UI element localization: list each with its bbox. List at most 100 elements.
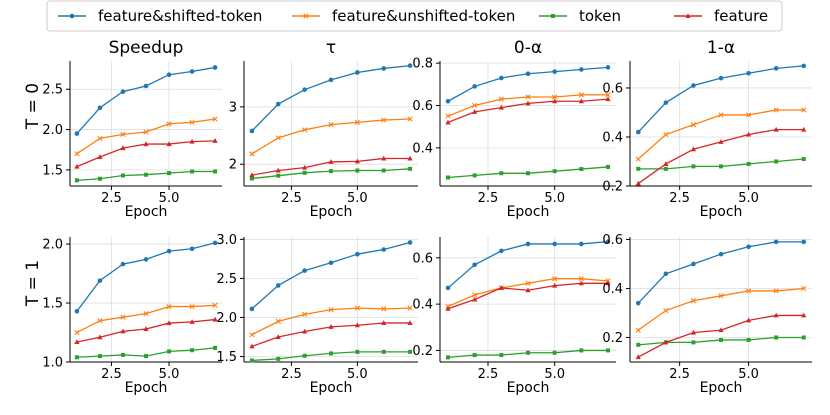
panel-title: 1-α	[707, 38, 735, 58]
data-point-feature-3	[143, 141, 149, 147]
data-point-token-1	[97, 176, 102, 181]
legend-item-token: token	[539, 7, 621, 25]
data-point-feature-5	[578, 98, 584, 104]
data-point-feature-unshifted-token-0	[635, 327, 641, 333]
data-point-feature-unshifted-token-3	[328, 122, 334, 128]
series-feature	[249, 320, 413, 349]
data-point-token-4	[355, 349, 360, 354]
x-tick-label-1: 5.0	[347, 367, 368, 382]
data-point-feature-shifted-token-0	[249, 306, 255, 312]
data-point-token-5	[774, 159, 779, 164]
data-point-feature-unshifted-token-1	[275, 318, 281, 324]
data-point-feature-shifted-token-2	[499, 248, 504, 254]
data-point-feature-4	[166, 320, 172, 326]
data-point-feature-shifted-token-5	[579, 241, 584, 247]
data-point-token-4	[552, 350, 557, 355]
series-feature-shifted-token	[445, 239, 611, 291]
x-tick-label-1: 5.0	[159, 191, 180, 206]
data-point-feature-unshifted-token-2	[690, 298, 697, 304]
data-point-feature-unshifted-token-3	[525, 280, 531, 286]
data-point-token-5	[774, 335, 779, 340]
data-point-token-3	[329, 169, 333, 174]
data-point-feature-unshifted-token-2	[120, 131, 126, 137]
data-point-feature-1	[275, 334, 281, 339]
data-point-feature-2	[690, 146, 697, 152]
y-tick-label-0: 2	[229, 158, 237, 173]
data-point-feature-unshifted-token-2	[690, 122, 697, 128]
data-point-feature-unshifted-token-6	[407, 305, 413, 311]
data-point-feature-unshifted-token-5	[189, 119, 195, 125]
series-feature-unshifted-token	[74, 302, 218, 336]
data-point-feature-unshifted-token-2	[302, 311, 308, 317]
data-point-feature-3	[328, 324, 334, 329]
data-point-feature-unshifted-token-3	[143, 311, 149, 317]
data-point-feature-5	[189, 319, 195, 324]
data-point-token-1	[276, 356, 281, 361]
data-point-feature-6	[407, 320, 413, 325]
data-point-token-0	[249, 358, 254, 363]
data-point-feature-unshifted-token-4	[166, 121, 172, 127]
legend-frame	[46, 0, 783, 32]
legend-marker-feature-shifted-token	[69, 13, 75, 19]
data-point-feature-unshifted-token-4	[354, 119, 360, 125]
data-point-token-1	[663, 166, 668, 171]
legend-item-feature-shifted-token: feature&shifted-token	[58, 7, 262, 25]
x-axis-label: Epoch	[310, 380, 353, 396]
series-feature	[445, 96, 611, 125]
series-feature-shifted-token	[635, 239, 807, 306]
x-tick-label-0: 2.5	[281, 367, 302, 382]
data-point-token-6	[408, 166, 413, 171]
data-point-feature-shifted-token-4	[746, 70, 751, 76]
data-point-feature-shifted-token-6	[605, 65, 611, 70]
data-point-token-3	[144, 354, 148, 359]
data-point-feature-shifted-token-0	[445, 98, 451, 104]
y-tick-label-3: 3.0	[216, 233, 237, 248]
data-point-feature-unshifted-token-4	[745, 112, 752, 118]
data-point-feature-unshifted-token-1	[472, 292, 478, 298]
legend-label-token: token	[579, 7, 621, 25]
data-point-feature-6	[605, 96, 611, 102]
data-point-feature-unshifted-token-4	[552, 276, 558, 282]
data-point-feature-shifted-token-3	[143, 257, 149, 262]
y-tick-label-0: 0.2	[602, 180, 623, 195]
data-point-feature-2	[690, 329, 697, 335]
data-point-feature-shifted-token-0	[445, 285, 451, 291]
x-axis-label: Epoch	[125, 380, 168, 396]
data-point-token-2	[499, 171, 504, 176]
data-point-feature-shifted-token-1	[663, 271, 669, 277]
series-feature-unshifted-token	[445, 92, 611, 119]
data-point-token-0	[636, 166, 641, 171]
data-point-feature-unshifted-token-1	[275, 135, 281, 141]
data-point-feature-shifted-token-4	[355, 251, 360, 257]
data-point-feature-1	[663, 161, 669, 166]
y-tick-label-2: 2.5	[216, 272, 237, 287]
data-point-feature-unshifted-token-5	[189, 303, 195, 310]
series-line-feature-shifted-token	[76, 242, 216, 312]
series-token	[446, 164, 610, 180]
series-feature-shifted-token	[74, 65, 218, 136]
data-point-token-3	[144, 172, 148, 177]
data-point-token-4	[167, 171, 172, 176]
legend: feature&shifted-token feature&unshifted-t…	[46, 0, 783, 32]
data-point-token-2	[302, 170, 307, 175]
x-tick-label-1: 5.0	[544, 367, 565, 382]
data-point-feature-1	[275, 167, 281, 173]
y-tick-label-1: 0.4	[602, 130, 623, 145]
data-point-token-3	[329, 351, 333, 356]
data-point-token-5	[579, 348, 584, 353]
data-point-feature-shifted-token-5	[189, 246, 195, 252]
data-point-token-6	[213, 169, 218, 174]
data-point-feature-4	[166, 141, 172, 147]
data-point-feature-shifted-token-4	[166, 72, 172, 78]
series-feature	[445, 280, 611, 311]
series-line-feature-shifted-token	[447, 240, 609, 289]
data-point-feature-1	[663, 339, 669, 345]
data-point-feature-shifted-token-2	[302, 268, 307, 273]
data-point-token-0	[446, 175, 450, 180]
grid	[440, 237, 616, 362]
series-feature-unshifted-token	[249, 116, 413, 157]
data-point-feature-5	[381, 320, 387, 325]
y-tick-label-0: 0.2	[412, 344, 433, 359]
data-point-feature-unshifted-token-4	[354, 305, 360, 311]
